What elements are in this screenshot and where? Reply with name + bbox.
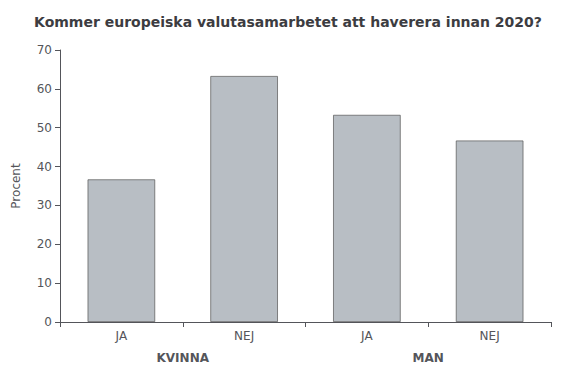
svg-text:NEJ: NEJ <box>234 329 254 343</box>
svg-text:KVINNA: KVINNA <box>157 351 210 365</box>
svg-text:JA: JA <box>360 329 373 343</box>
svg-text:Procent: Procent <box>9 163 23 209</box>
svg-text:40: 40 <box>37 160 52 174</box>
svg-text:10: 10 <box>37 276 52 290</box>
svg-text:50: 50 <box>37 121 52 135</box>
svg-text:0: 0 <box>44 315 52 329</box>
svg-text:20: 20 <box>37 237 52 251</box>
svg-text:NEJ: NEJ <box>480 329 500 343</box>
svg-text:Kommer europeiska valutasamarb: Kommer europeiska valutasamarbetet att h… <box>34 14 542 30</box>
svg-text:MAN: MAN <box>413 351 444 365</box>
svg-text:60: 60 <box>37 82 52 96</box>
svg-text:JA: JA <box>115 329 128 343</box>
svg-text:30: 30 <box>37 198 52 212</box>
svg-text:70: 70 <box>37 43 52 57</box>
